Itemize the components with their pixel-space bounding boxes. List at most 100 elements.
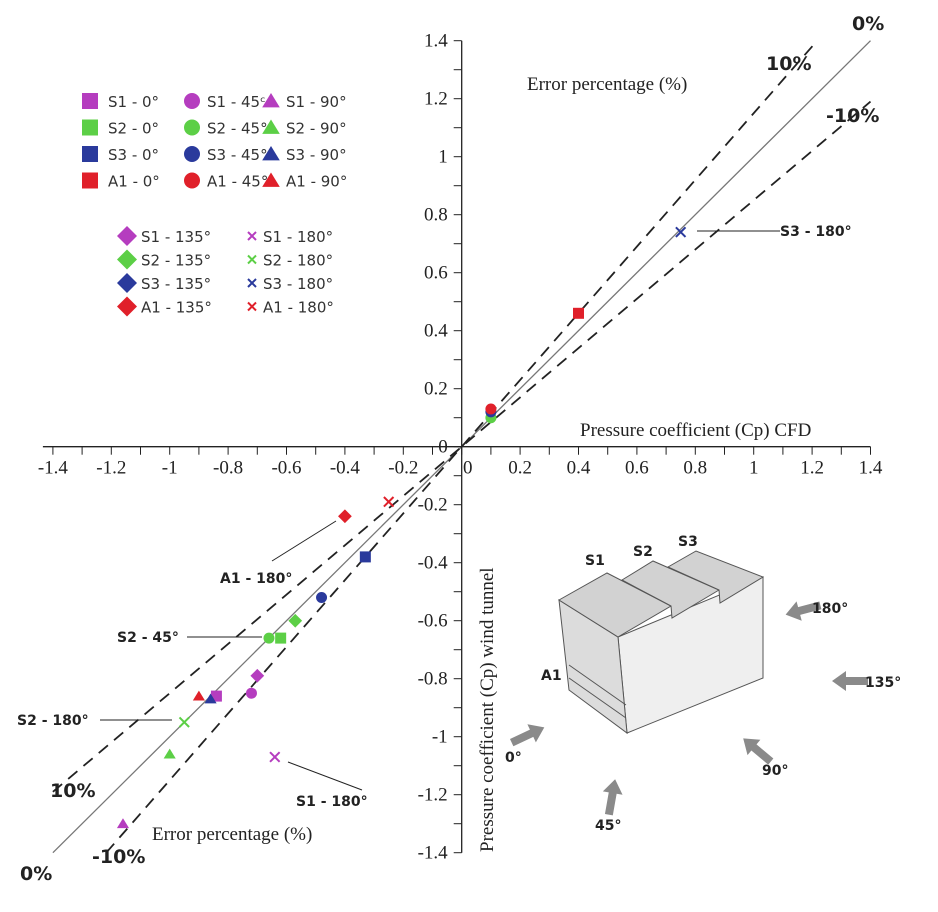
legend-item: S2 - 135° bbox=[117, 249, 211, 270]
arrow-shape bbox=[743, 738, 774, 765]
legend-marker-square bbox=[82, 93, 98, 109]
y-axis-title: Pressure coefficient (Cp) wind tunnel bbox=[477, 567, 498, 852]
legend-label: S2 - 0° bbox=[108, 120, 159, 138]
arrow-shape bbox=[509, 724, 545, 747]
a1-band-bottom bbox=[568, 677, 627, 719]
a1-band-top bbox=[568, 664, 627, 706]
x-marker-stroke bbox=[247, 231, 257, 241]
annotation-leader-line bbox=[271, 520, 337, 562]
x-marker-stroke bbox=[383, 496, 395, 508]
x-axis-title: Pressure coefficient (Cp) CFD bbox=[580, 420, 811, 441]
arrow-shape bbox=[832, 671, 868, 691]
wind-arrow-icon bbox=[509, 724, 545, 747]
legend-label: A1 - 0° bbox=[108, 173, 160, 191]
legend-label: S2 - 135° bbox=[141, 252, 211, 270]
data-point-s3-triangle bbox=[204, 693, 217, 704]
wind-direction-label: 90° bbox=[762, 763, 788, 779]
diagram-label-s3: S3 bbox=[678, 534, 698, 550]
legend-marker-diamond bbox=[117, 273, 137, 293]
x-tick-label: 1 bbox=[749, 458, 759, 479]
data-point-a1-x bbox=[383, 496, 395, 508]
wind-direction-label: 0° bbox=[505, 750, 522, 766]
data-point-s1-square bbox=[210, 690, 222, 702]
data-points bbox=[116, 226, 687, 829]
legend-label: S1 - 90° bbox=[286, 93, 347, 111]
legend-label: S3 - 45° bbox=[207, 146, 268, 164]
diagram-label-s2: S2 bbox=[633, 544, 653, 560]
data-point-s2-diamond bbox=[288, 613, 303, 628]
legend-marker-circle bbox=[184, 172, 200, 189]
y-tick-label: 0.8 bbox=[424, 205, 448, 226]
x-marker-stroke bbox=[675, 226, 687, 238]
label-0pct-top: 0% bbox=[852, 13, 884, 35]
data-point-s1-x bbox=[269, 751, 281, 763]
annotation-label: S1 - 180° bbox=[296, 794, 368, 810]
legend-marker-square bbox=[82, 172, 98, 189]
legend-marker-square bbox=[82, 119, 98, 136]
legend-item: S1 - 45ᶜ bbox=[184, 93, 266, 111]
x-marker-stroke bbox=[247, 278, 257, 288]
legend-item: S1 - 135° bbox=[117, 226, 211, 246]
legend-label: S3 - 0° bbox=[108, 146, 159, 164]
wind-direction-label: 45° bbox=[595, 818, 621, 834]
y-tick-label: 0 bbox=[438, 437, 448, 458]
x-tick-label: -0.6 bbox=[271, 458, 301, 479]
wind-arrow-icon bbox=[785, 601, 822, 621]
annotations: S3 - 180° A1 - 180° S2 - 45° S2 - 180° S1 - … bbox=[17, 224, 852, 810]
diagram-label-s1: S1 bbox=[585, 553, 605, 569]
y-tick-label: 0.2 bbox=[424, 379, 448, 400]
legend-marker-diamond bbox=[117, 296, 137, 317]
annotation-label: S2 - 45° bbox=[117, 630, 179, 646]
legend-label: S1 - 180° bbox=[263, 228, 333, 246]
wind-direction-arrows: 0° 45° 90° 135° 180° bbox=[505, 601, 901, 834]
legend-label: S1 - 135° bbox=[141, 228, 211, 246]
roof-s2 bbox=[620, 560, 721, 619]
arrow-shape bbox=[785, 601, 822, 621]
y-tick-label: 1.2 bbox=[424, 89, 448, 110]
legend-marker-triangle bbox=[262, 172, 280, 187]
error-label-top: Error percentage (%) bbox=[527, 74, 687, 95]
line-labels: 0% 10% -10% Error percentage (%) 10% -10… bbox=[20, 13, 884, 885]
x-tick-label: 0.2 bbox=[508, 458, 532, 479]
error-label-bottom: Error percentage (%) bbox=[152, 824, 312, 845]
y-tick-label: 1 bbox=[438, 147, 448, 168]
annotation-label: S2 - 180° bbox=[17, 713, 89, 729]
roof-s3 bbox=[666, 550, 765, 604]
legend-item: S2 - 45° bbox=[184, 119, 268, 138]
legend-marker-x bbox=[247, 231, 257, 241]
diagram-label-a1: A1 bbox=[541, 668, 562, 684]
legend-label: A1 - 45° bbox=[207, 173, 268, 191]
x-tick-label: 0 bbox=[463, 458, 473, 479]
y-tick-label: 0.4 bbox=[424, 321, 448, 342]
legend-item: A1 - 0° bbox=[82, 172, 160, 191]
annotation-label: S3 - 180° bbox=[780, 224, 852, 240]
wind-direction-label: 180° bbox=[812, 601, 848, 617]
y-tick-label: -0.2 bbox=[418, 495, 448, 516]
legend-marker-triangle bbox=[262, 119, 280, 134]
legend-label: S3 - 135° bbox=[141, 275, 211, 293]
legend-item: S3 - 180° bbox=[247, 275, 333, 293]
legend-label: S2 - 90° bbox=[286, 120, 347, 138]
legend-marker-x bbox=[247, 301, 257, 312]
x-tick-label: -0.4 bbox=[330, 458, 361, 479]
label-m10pct-bottom: -10% bbox=[92, 846, 145, 868]
legend-item: S2 - 180° bbox=[247, 252, 333, 270]
label-10pct-bottom: 10% bbox=[50, 780, 95, 802]
legend-marker-square bbox=[82, 146, 98, 162]
wind-arrow-icon bbox=[832, 671, 868, 691]
x-tick-label: -0.2 bbox=[388, 458, 418, 479]
legend-marker-diamond bbox=[117, 226, 137, 246]
legend-marker-x bbox=[247, 278, 257, 288]
reference-line-m10pct bbox=[52, 100, 872, 793]
legend-label: S2 - 45° bbox=[207, 120, 268, 138]
y-tick-label: -0.8 bbox=[418, 669, 448, 690]
legend-item: S1 - 180° bbox=[247, 228, 333, 246]
legend-label: S3 - 90° bbox=[286, 146, 347, 164]
legend: S1 - 0° S2 - 0° S3 - 0° A1 - 0° S1 - 45ᶜ S2 -… bbox=[82, 93, 347, 317]
legend-marker-triangle bbox=[262, 146, 280, 161]
x-tick-label: -0.8 bbox=[213, 458, 243, 479]
data-point-s3-circle bbox=[316, 592, 328, 603]
legend-marker-circle bbox=[184, 146, 200, 162]
building-diagram: S1 S2 S3 A1 bbox=[541, 534, 765, 735]
